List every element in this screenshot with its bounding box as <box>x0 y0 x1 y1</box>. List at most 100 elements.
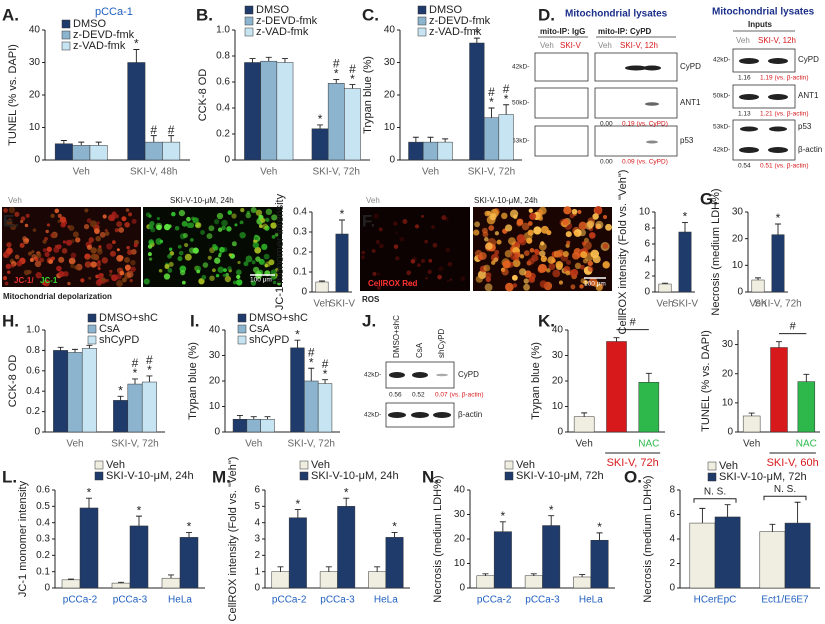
cell <box>489 213 497 221</box>
cell <box>270 222 277 229</box>
cell <box>592 213 599 220</box>
cell <box>190 238 194 242</box>
cell <box>115 273 122 280</box>
lane-label: CsA <box>415 342 424 358</box>
error-bar <box>596 532 603 541</box>
y-tick-label: 0 <box>727 427 733 438</box>
y-tick-label: 5 <box>254 501 260 512</box>
error-bar <box>613 337 620 342</box>
cell <box>216 212 224 220</box>
x-tick-label: pCCa-3 <box>320 595 355 606</box>
y-tick-label: 30 <box>29 57 41 68</box>
cell <box>178 250 184 256</box>
x-tick-label: SKI-V, 72h <box>754 299 801 310</box>
error-bar <box>317 124 324 129</box>
bracket-label: N. S. <box>774 484 796 495</box>
legend-swatch <box>87 335 97 345</box>
blot-band <box>769 126 787 132</box>
y-tick-label: 6 <box>644 239 650 250</box>
y-tick-label: 0.2 <box>36 550 50 561</box>
legend-label: SKI-V-10-μM, 24h <box>106 470 194 482</box>
bar <box>498 114 514 161</box>
image-label: Veh <box>366 196 380 205</box>
significance: * <box>340 207 345 221</box>
cell <box>213 218 220 225</box>
cell <box>578 221 587 230</box>
cell <box>45 229 49 234</box>
significance: * <box>187 520 192 534</box>
cell <box>164 263 170 270</box>
cell <box>234 223 238 227</box>
quant-label: 0.07 (vs. β-actin) <box>435 392 484 399</box>
stain-label: CellROX Red <box>368 279 417 288</box>
error-bar <box>442 138 449 143</box>
cell <box>251 260 256 265</box>
cell <box>67 281 71 286</box>
cell <box>243 261 249 267</box>
legend-label: z-VAD-fmk <box>429 26 482 38</box>
cell <box>119 270 125 276</box>
legend-swatch <box>244 27 254 37</box>
blot-panel-j: J. DMSO+shC CsA shCyPD 42kD- 42kD- CyPD … <box>362 311 484 428</box>
x-tick-label: Veh <box>422 167 439 178</box>
y-tick-label: 0.4 <box>36 517 50 528</box>
image-veh <box>360 207 470 291</box>
bar <box>79 507 99 589</box>
legend-swatch <box>61 30 71 40</box>
cell <box>6 219 13 226</box>
bar <box>344 88 361 161</box>
image-label: SKI-V-10-μM, 24h <box>474 196 538 205</box>
cell <box>417 263 421 267</box>
cell <box>260 217 266 223</box>
y-tick-label: 6 <box>254 485 260 496</box>
y-tick-label: 20 <box>552 376 564 387</box>
y-tick-label: 0 <box>557 427 563 438</box>
cell <box>94 228 100 235</box>
error-bar <box>645 372 652 383</box>
legend-label: shCyPD <box>249 334 289 346</box>
cell <box>208 225 215 232</box>
cell <box>262 223 269 230</box>
cell <box>371 248 376 253</box>
cell <box>410 259 416 264</box>
error-bar <box>95 141 102 146</box>
x-tick-label: HCerEpC <box>694 595 737 606</box>
quant-label: 0.19 (vs. CyPD) <box>622 121 668 128</box>
error-bar <box>349 84 356 89</box>
x-tick-label: Veh <box>66 439 83 450</box>
cell <box>265 217 270 223</box>
y-tick-label: 30 <box>552 350 564 361</box>
cell <box>192 217 199 224</box>
x-tick-label: Veh <box>656 299 673 310</box>
cell <box>86 218 92 224</box>
cell <box>60 222 66 228</box>
x-tick-label: Veh <box>576 439 593 450</box>
y-axis-label: TUNEL (% vs. DAPI) <box>7 44 19 146</box>
cell <box>595 283 603 292</box>
cell <box>227 266 232 271</box>
cell <box>224 275 232 283</box>
blot-band <box>645 102 659 106</box>
legend-swatch <box>87 324 97 334</box>
y-axis-label: JC-1 monomer intensity <box>17 480 29 597</box>
y-axis-label: Necrosis (medium LDH%) <box>710 188 722 315</box>
cell <box>235 269 242 276</box>
cell <box>523 231 533 241</box>
cell <box>63 271 69 277</box>
cell <box>501 268 509 276</box>
blot-title: Mitochondrial lysates <box>565 9 668 20</box>
cell <box>265 208 273 216</box>
cell <box>116 254 124 262</box>
error-bar <box>473 37 480 43</box>
error-bar <box>322 379 329 384</box>
y-tick-label: 0.5 <box>36 501 50 512</box>
cell <box>31 253 37 260</box>
error-bar <box>72 348 78 353</box>
cell <box>168 261 174 267</box>
blot-box <box>534 125 589 157</box>
y-tick-label: 30 <box>454 509 466 520</box>
quant-label: 0.00 <box>600 121 613 128</box>
blot-heading: mito-IP: IgG <box>540 27 585 36</box>
micrographs <box>2 206 613 292</box>
quant-label: 1.19 (vs. β-actin) <box>760 75 809 82</box>
